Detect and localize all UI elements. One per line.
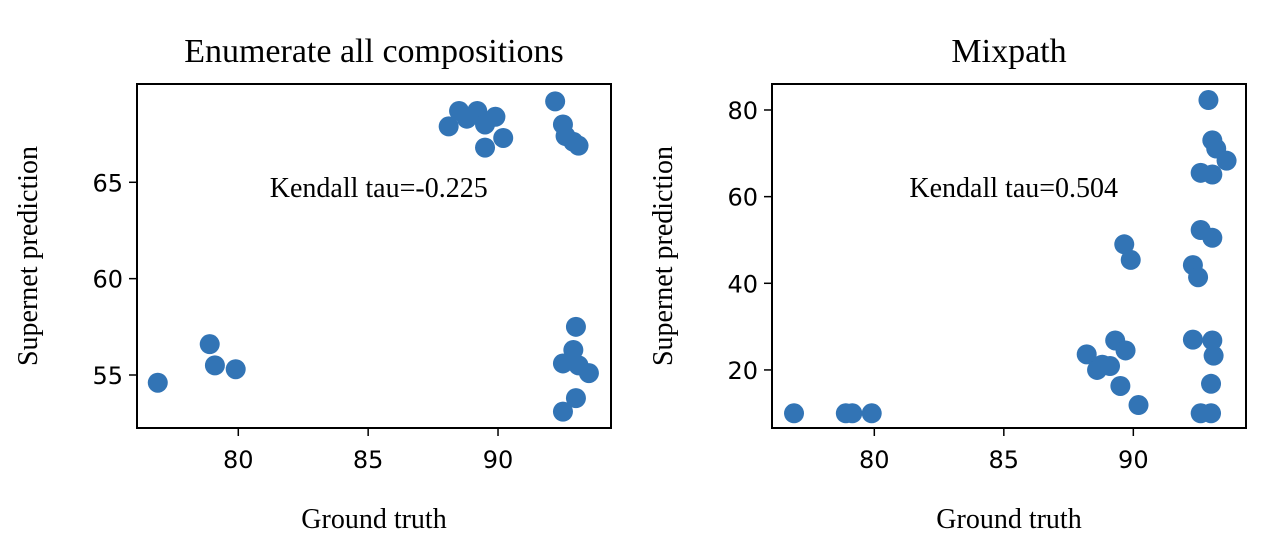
point [1201,403,1222,424]
axes-frame [136,83,612,429]
y-tick-label: 60 [727,184,758,212]
point [1182,329,1203,350]
point [545,91,566,112]
y-tick-label: 80 [727,97,758,125]
point [147,372,168,393]
point [485,106,506,127]
point [1198,90,1219,111]
chart-title: Mixpath [951,33,1066,70]
x-axis-label: Ground truth [301,504,446,535]
point [565,316,586,337]
y-axis-label: Supernet prediction [13,146,44,366]
y-axis-label: Supernet prediction [648,146,679,366]
point [552,401,573,422]
point [475,137,496,158]
point [493,127,514,148]
point [1110,375,1131,396]
point [1100,356,1121,377]
point [563,339,584,360]
point [568,135,589,156]
point [1216,150,1237,171]
point [784,403,805,424]
point [861,403,882,424]
annotation: Kendall tau=0.504 [909,173,1118,204]
point [578,363,599,384]
y-tick-label: 55 [92,362,123,390]
point [1114,234,1135,255]
y-tick-label: 60 [92,266,123,294]
x-tick-label: 80 [859,446,890,474]
x-tick-label: 80 [223,446,254,474]
x-axis-label: Ground truth [936,504,1081,535]
x-tick-label: 90 [483,446,514,474]
x-tick-label: 85 [989,446,1020,474]
point [1188,267,1209,288]
point [204,355,225,376]
point [225,359,246,380]
axes-frame [771,83,1247,429]
chart-title: Enumerate all compositions [184,33,564,70]
point [1128,395,1149,416]
y-tick-label: 40 [727,270,758,298]
annotation: Kendall tau=-0.225 [270,173,488,204]
point [199,334,220,355]
point [1076,344,1097,365]
point [1202,164,1223,185]
point [552,353,573,374]
point [1201,373,1222,394]
x-tick-label: 85 [353,446,384,474]
x-tick-label: 90 [1118,446,1149,474]
point [1202,330,1223,351]
point [1202,227,1223,248]
point [1115,340,1136,361]
point [1120,249,1141,270]
y-tick-label: 20 [727,357,758,385]
y-tick-label: 65 [92,169,123,197]
point [1203,345,1224,366]
point [842,403,863,424]
point [438,116,459,137]
point [565,388,586,409]
